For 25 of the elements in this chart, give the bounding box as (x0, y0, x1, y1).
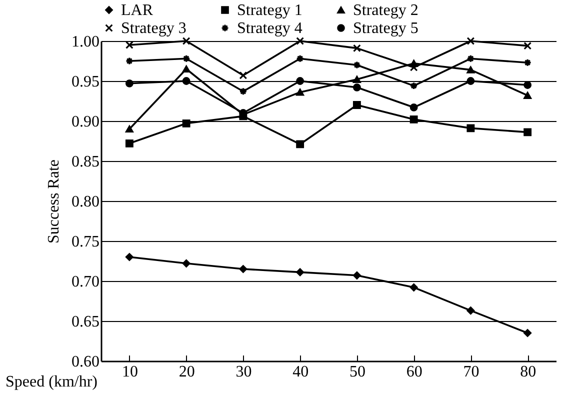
y-tick-label: 0.70 (72, 274, 100, 290)
y-tick-label: 0.60 (72, 354, 100, 370)
x-tick-label: 70 (463, 364, 480, 380)
legend-label: Strategy 5 (353, 20, 418, 37)
x-tick-label: 80 (520, 364, 536, 380)
x-tick-label: 40 (292, 364, 309, 380)
legend-label: LAR (121, 2, 154, 19)
legend-label: Strategy 1 (237, 2, 302, 19)
y-tick-label: 0.90 (72, 114, 100, 130)
x-tick-label: 50 (349, 364, 366, 380)
y-tick-label: 0.65 (72, 314, 100, 330)
x-axis-title: Speed (km/hr) (6, 374, 98, 390)
y-tick-label: 0.80 (72, 194, 100, 210)
legend-label: Strategy 2 (353, 2, 418, 19)
y-tick-label: 0.95 (72, 74, 100, 90)
y-tick-label: 0.75 (72, 234, 100, 250)
x-tick-label: 30 (236, 364, 252, 380)
legend-label: Strategy 3 (121, 20, 186, 37)
x-tick-label: 60 (406, 364, 422, 380)
y-tick-label: 1.00 (72, 34, 100, 50)
x-tick-label: 20 (178, 364, 195, 380)
y-tick-label: 0.85 (72, 154, 100, 170)
legend-label: Strategy 4 (237, 20, 302, 37)
x-tick-label: 10 (122, 364, 138, 380)
y-axis-title: Success Rate (46, 160, 62, 244)
